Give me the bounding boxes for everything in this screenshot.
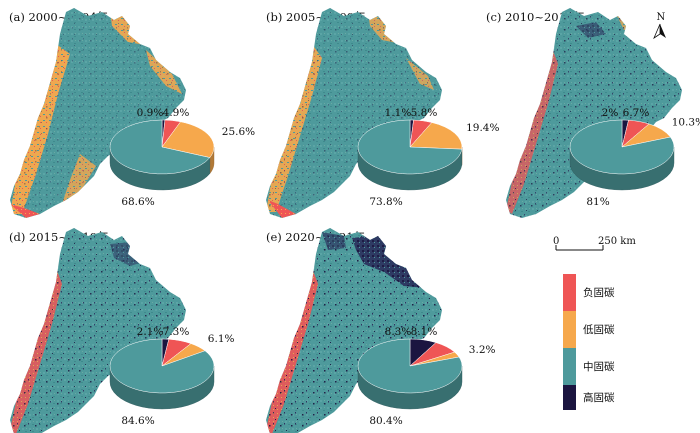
pie-a-label-negative: 4.9%: [163, 107, 190, 119]
legend-label-medium: 中固碳: [583, 360, 615, 373]
legend-swatch-low: [563, 311, 576, 348]
legend-item-low: 低固碳: [563, 311, 615, 348]
pie-a-label-low: 25.6%: [222, 126, 255, 138]
pie-d-label-high: 2.1%: [137, 326, 164, 338]
scale-end: 250 km: [598, 236, 636, 247]
pie-chart-e: 8.3% 8.1% 3.2% 80.4%: [357, 326, 496, 427]
pie-a-slice-low: [161, 121, 215, 158]
pie-a-label-medium: 68.6%: [121, 196, 154, 208]
pie-e-slice-medium: [357, 338, 463, 394]
north-arrow: N: [653, 12, 666, 40]
pie-d-label-medium: 84.6%: [121, 415, 154, 427]
north-label: N: [657, 12, 666, 23]
pie-chart-c: 2% 6.7% 10.3% 81%: [569, 107, 700, 208]
legend-item-medium: 中固碳: [563, 348, 615, 385]
pie-e-label-negative: 8.1%: [411, 326, 438, 338]
pie-chart-b: 1.1% 5.8% 19.4% 73.8%: [357, 107, 499, 208]
legend-label-low: 低固碳: [583, 323, 615, 336]
pie-a-label-high: 0.9%: [137, 107, 164, 119]
scale-zero: 0: [553, 236, 559, 247]
legend-swatch-high: [563, 385, 576, 410]
pie-c-label-high: 2%: [602, 107, 619, 119]
pie-e-label-medium: 80.4%: [369, 415, 402, 427]
legend-item-negative: 负固碳: [563, 274, 615, 311]
scale-bar: 0 250 km: [553, 236, 636, 251]
pie-c-label-medium: 81%: [586, 196, 609, 208]
north-arrow-icon: [660, 24, 666, 38]
pie-b-slice-low: [409, 122, 463, 150]
legend-swatch-negative: [563, 274, 576, 311]
legend-label-high: 高固碳: [583, 391, 615, 404]
pie-e-label-high: 8.3%: [385, 326, 412, 338]
pie-a-slice-medium: [109, 119, 211, 175]
pie-chart-a: 0.9% 4.9% 25.6% 68.6%: [109, 107, 255, 208]
pie-d-label-low: 6.1%: [208, 333, 235, 345]
pie-d-label-negative: 7.3%: [163, 326, 190, 338]
pie-d-slice-medium: [109, 338, 215, 394]
pie-c-label-low: 10.3%: [672, 117, 700, 129]
pie-chart-d: 2.1% 7.3% 6.1% 84.6%: [109, 326, 235, 427]
panel-c-map: [506, 8, 682, 218]
pie-b-slice-medium: [357, 119, 463, 175]
pie-c-slice-medium: [569, 119, 675, 175]
legend-item-high: 高固碳: [563, 385, 615, 410]
legend: 负固碳 低固碳 中固碳 高固碳: [563, 274, 615, 410]
legend-label-negative: 负固碳: [583, 286, 615, 299]
pie-b-label-medium: 73.8%: [369, 196, 402, 208]
pie-b-label-high: 1.1%: [385, 107, 412, 119]
pie-c-label-negative: 6.7%: [623, 107, 650, 119]
pie-e-label-low: 3.2%: [469, 344, 496, 356]
pie-b-label-low: 19.4%: [466, 122, 499, 134]
pie-b-label-negative: 5.8%: [411, 107, 438, 119]
legend-swatch-medium: [563, 348, 576, 385]
